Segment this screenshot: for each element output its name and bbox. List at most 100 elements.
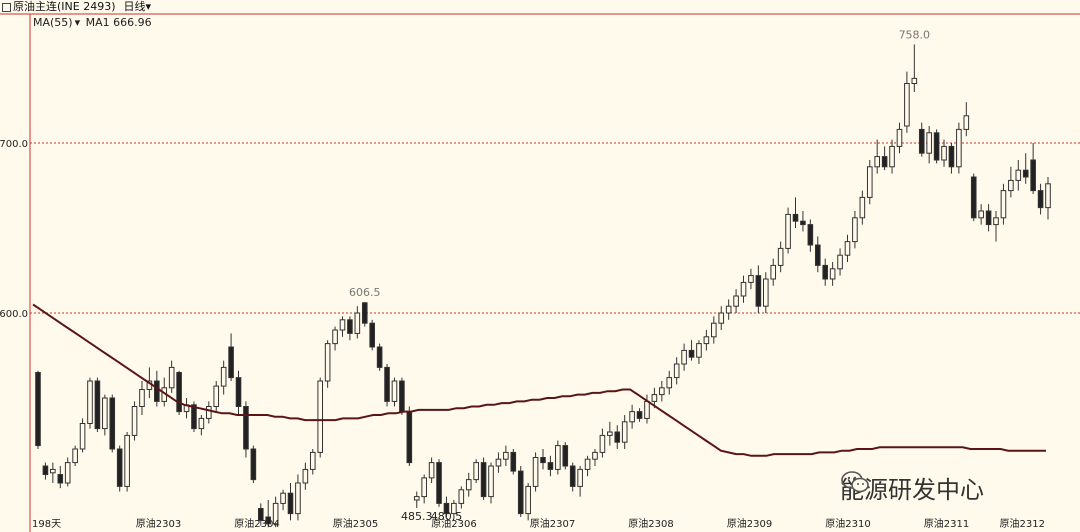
instrument-label[interactable]: 原油主连(INE 2493) [13,0,116,13]
candle-up[interactable] [532,457,539,487]
candle-down[interactable] [265,516,272,525]
candle-down[interactable] [985,210,992,226]
candle-up[interactable] [1000,190,1007,219]
candle-up[interactable] [421,477,427,498]
candle-down[interactable] [57,474,64,484]
candle-up[interactable] [592,451,598,460]
ma-param[interactable]: MA(55) [33,16,73,29]
candle-down[interactable] [191,404,197,430]
candle-down[interactable] [384,366,390,402]
candle-up[interactable] [844,241,851,256]
candle-up[interactable] [666,377,673,389]
candle-up[interactable] [874,156,880,168]
candle-up[interactable] [79,423,86,450]
candle-up[interactable] [859,196,866,219]
candle-up[interactable] [555,445,561,470]
checkbox-icon[interactable] [2,2,11,12]
candle-up[interactable] [904,83,910,127]
candle-down[interactable] [287,492,294,515]
candle-up[interactable] [599,434,606,453]
candle-up[interactable] [911,77,918,85]
candle-up[interactable] [651,394,658,402]
candle-down[interactable] [948,145,955,168]
candle-up[interactable] [829,268,836,280]
candle-up[interactable] [272,502,279,525]
candle-up[interactable] [584,458,591,470]
candle-up[interactable] [131,406,138,436]
candle-down[interactable] [918,128,925,154]
candle-up[interactable] [629,411,635,423]
candle-up[interactable] [168,366,175,389]
candle-down[interactable] [755,275,762,307]
candle-down[interactable] [176,372,182,413]
candle-down[interactable] [235,377,242,408]
candle-down[interactable] [42,465,49,475]
candle-up[interactable] [941,145,947,161]
candle-down[interactable] [822,264,829,280]
candle-up[interactable] [139,389,145,407]
candle-down[interactable] [361,302,368,324]
candle-up[interactable] [718,312,725,324]
candle-up[interactable] [503,451,509,460]
candle-down[interactable] [562,445,569,467]
candle-down[interactable] [814,244,821,266]
candle-down[interactable] [614,431,621,443]
candle-down[interactable] [480,462,487,498]
candle-up[interactable] [473,462,479,481]
candle-down[interactable] [547,462,554,470]
candle-down[interactable] [35,372,41,447]
candle-up[interactable] [495,458,502,467]
candle-up[interactable] [488,465,494,498]
candle-up[interactable] [302,468,309,484]
candle-up[interactable] [770,264,777,280]
candle-down[interactable] [1022,169,1029,178]
candle-up[interactable] [733,295,739,307]
candle-down[interactable] [510,451,517,472]
candle-up[interactable] [644,400,650,419]
candle-down[interactable] [792,213,799,222]
candle-up[interactable] [711,322,717,338]
candle-up[interactable] [198,417,205,430]
candle-up[interactable] [621,421,628,443]
period-label[interactable]: 日线 [123,0,146,13]
candle-up[interactable] [309,451,316,470]
candle-up[interactable] [725,305,732,314]
candle-up[interactable] [762,278,769,307]
candle-up[interactable] [673,363,680,379]
candle-down[interactable] [443,502,450,515]
candle-up[interactable] [740,281,747,297]
candle-up[interactable] [748,275,754,283]
candle-up[interactable] [72,448,78,464]
candle-up[interactable] [458,489,465,504]
candle-down[interactable] [970,176,977,219]
candle-down[interactable] [881,156,888,168]
candle-up[interactable] [124,434,130,487]
candle-up[interactable] [866,166,873,198]
candle-down[interactable] [569,465,576,487]
candle-down[interactable] [399,380,405,413]
candle-down[interactable] [1037,190,1044,209]
candle-up[interactable] [317,380,324,453]
candle-up[interactable] [777,247,784,266]
candle-up[interactable] [993,217,999,226]
candle-down[interactable] [109,397,116,450]
candle-up[interactable] [280,492,286,504]
candle-up[interactable] [896,128,903,147]
candle-up[interactable] [852,217,858,243]
candle-down[interactable] [436,462,442,504]
candle-up[interactable] [978,210,984,219]
candle-up[interactable] [206,406,212,419]
candle-up[interactable] [607,431,613,436]
candle-up[interactable] [87,380,93,424]
candle-up[interactable] [50,468,56,474]
candle-down[interactable] [406,411,413,464]
candle-up[interactable] [220,366,227,387]
candle-up[interactable] [1008,179,1014,192]
candle-up[interactable] [889,145,895,168]
candle-down[interactable] [250,448,257,481]
candle-up[interactable] [681,349,687,365]
candle-down[interactable] [636,411,643,419]
candle-down[interactable] [94,380,101,430]
candle-up[interactable] [837,254,843,270]
candle-down[interactable] [116,448,123,487]
